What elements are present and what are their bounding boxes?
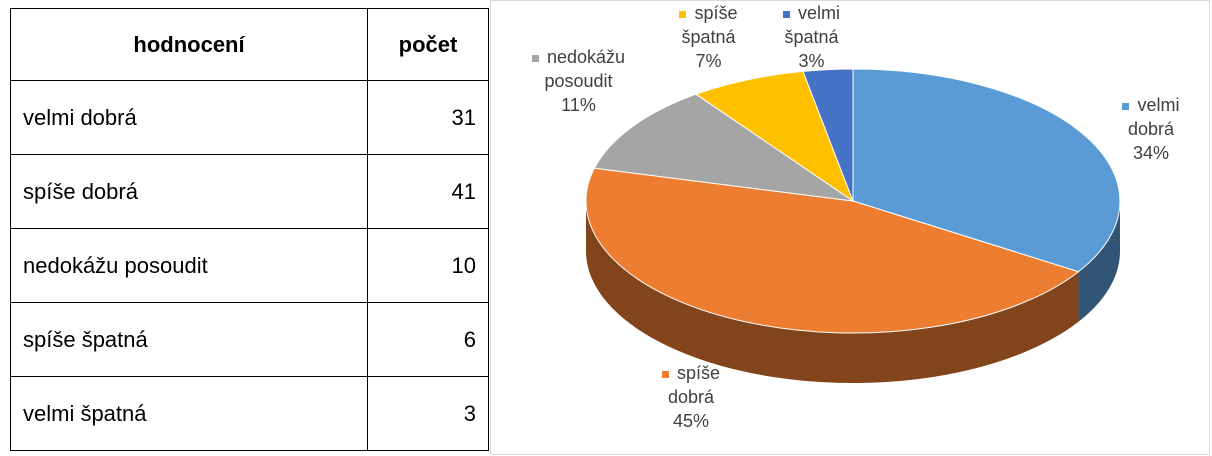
header-cell: hodnocení [10, 8, 368, 81]
data-label: velmi dobrá 34% [1111, 93, 1191, 165]
label-name: nedokážu posoudit [544, 47, 626, 91]
rating-cell: spíše špatná [10, 302, 368, 377]
slice [852, 68, 1121, 273]
data-label: spíše špatná 7% [676, 1, 741, 73]
rating-cell: velmi dobrá [10, 80, 368, 155]
header-row: hodnocení počet [10, 8, 489, 81]
pie-svg [585, 68, 1121, 383]
slice [694, 70, 855, 203]
label-value: 45% [672, 411, 710, 431]
table-row: velmi dobrá 31 [10, 80, 489, 155]
label-name: velmi špatná [784, 3, 840, 47]
legend-marker [1122, 102, 1130, 110]
label-value: 11% [561, 95, 596, 115]
count-cell: 41 [367, 154, 489, 229]
legend-marker [531, 54, 539, 62]
label-name: spíše špatná [681, 3, 738, 47]
slice [802, 68, 854, 202]
table-row: spíše dobrá 41 [10, 154, 489, 229]
label-value: 7% [695, 51, 722, 71]
count-cell: 10 [367, 228, 489, 303]
table-row: spíše špatná 6 [10, 302, 489, 377]
slice [585, 167, 1080, 334]
count-cell: 31 [367, 80, 489, 155]
data-label: velmi špatná 3% [779, 1, 844, 73]
count-cell: 3 [367, 376, 489, 451]
data-label: nedokážu posoudit 11% [511, 45, 646, 117]
rating-table: hodnocení počet velmi dobrá 31 spíše dobrá 4… [10, 8, 489, 451]
rating-cell: velmi špatná [10, 376, 368, 451]
data-label: spíše dobrá 45% [651, 361, 731, 433]
slice [593, 93, 854, 202]
count-cell: 6 [367, 302, 489, 377]
legend-marker [679, 10, 687, 18]
header-cell: počet [367, 8, 489, 81]
label-name: spíše dobrá [667, 363, 721, 407]
table-row: velmi špatná 3 [10, 376, 489, 451]
slice-side-shade [1078, 201, 1120, 322]
label-value: 34% [1132, 143, 1170, 163]
legend-marker [661, 370, 669, 378]
slice-side-shade [586, 201, 1079, 383]
slice-side [1078, 201, 1120, 322]
slice-side [586, 201, 1079, 383]
pie-chart: velmi dobrá 34% spíše dobrá 45% nedokážu pos… [490, 0, 1210, 455]
rating-cell: nedokážu posoudit [10, 228, 368, 303]
rating-cell: spíše dobrá [10, 154, 368, 229]
label-value: 3% [798, 51, 825, 71]
legend-marker [782, 10, 790, 18]
label-name: velmi dobrá [1127, 95, 1180, 139]
table-row: nedokážu posoudit 10 [10, 228, 489, 303]
